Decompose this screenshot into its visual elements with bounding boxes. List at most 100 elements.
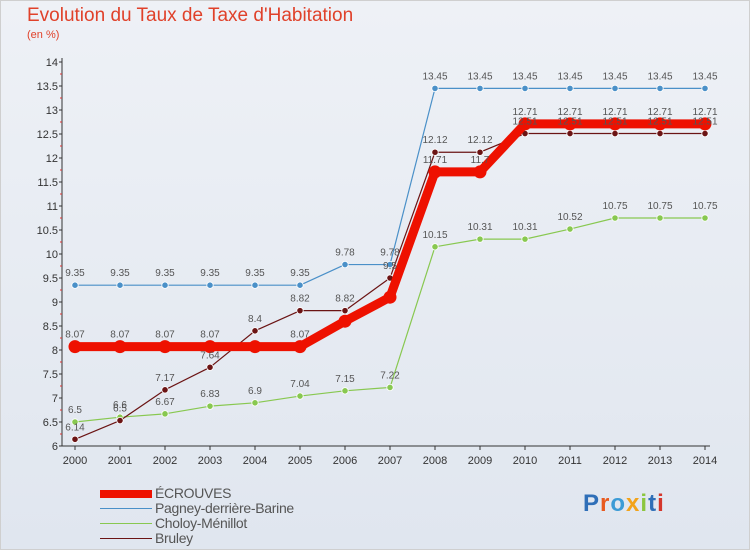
data-label-1: 13.45 (512, 71, 537, 82)
data-point-1 (296, 281, 304, 289)
data-point-2 (296, 392, 304, 400)
data-label-3: 7.64 (200, 350, 220, 361)
data-point-2 (701, 214, 709, 222)
proxiti-logo: Proxiti (583, 490, 665, 518)
data-label-2: 10.31 (467, 222, 492, 233)
data-point-1 (251, 281, 259, 289)
data-label-2: 6.6 (113, 400, 127, 411)
data-point-1 (566, 84, 574, 93)
data-point-2 (566, 225, 574, 233)
data-label-2: 6.83 (200, 389, 220, 400)
data-label-1: 9.35 (65, 268, 85, 279)
data-point-0 (698, 117, 712, 131)
data-label-0: 12.71 (647, 107, 672, 118)
data-point-2 (386, 383, 394, 392)
data-point-2 (521, 235, 529, 243)
legend-label-bruley: Bruley (155, 530, 193, 546)
data-point-0 (608, 117, 622, 131)
data-point-2 (251, 399, 259, 407)
data-label-2: 10.75 (602, 201, 627, 212)
y-tick-label: 10.5 (37, 225, 58, 237)
data-point-1 (206, 281, 214, 289)
data-label-1: 9.78 (335, 248, 355, 259)
chart-title: Evolution du Taux de Taxe d'Habitation (27, 5, 354, 26)
data-point-3 (206, 363, 214, 371)
data-label-0: 8.07 (110, 330, 130, 341)
data-label-1: 9.35 (110, 268, 130, 279)
data-point-0 (653, 117, 667, 131)
data-point-1 (431, 84, 439, 93)
data-point-1 (71, 281, 79, 289)
data-point-0 (113, 340, 127, 354)
data-point-0 (473, 165, 487, 179)
data-label-0: 8.07 (155, 330, 175, 341)
x-tick-label: 2004 (243, 455, 267, 467)
data-label-1: 13.45 (602, 71, 627, 82)
data-label-3: 12.51 (602, 117, 627, 128)
legend-swatch-ecrouves (100, 490, 152, 498)
data-label-2: 7.22 (380, 370, 400, 381)
data-label-3: 12.51 (692, 117, 717, 128)
data-point-1 (656, 84, 664, 93)
data-label-1: 13.45 (692, 71, 717, 82)
data-label-3: 12.51 (647, 117, 672, 128)
data-label-0: 8.07 (65, 330, 85, 341)
x-tick-label: 2012 (603, 455, 627, 467)
data-label-3: 8.4 (248, 314, 262, 325)
x-tick-label: 2001 (108, 455, 132, 467)
logo-letter: r (600, 490, 611, 517)
data-label-3: 9.5 (383, 261, 397, 272)
x-tick-label: 2014 (693, 455, 717, 467)
data-point-3 (251, 327, 259, 335)
data-point-0 (248, 340, 262, 354)
data-point-3 (611, 129, 619, 138)
data-point-1 (341, 260, 349, 269)
y-tick-label: 7 (52, 393, 58, 405)
legend-label-ecrouves: ÉCROUVES (155, 485, 232, 501)
data-point-0 (383, 290, 397, 304)
data-point-0 (428, 165, 442, 179)
x-tick-label: 2006 (333, 455, 357, 467)
data-label-2: 7.15 (335, 374, 355, 385)
data-label-1: 9.35 (290, 268, 310, 279)
data-point-3 (701, 129, 709, 138)
data-point-0 (203, 340, 217, 354)
data-label-3: 8.82 (335, 294, 355, 305)
data-point-2 (476, 235, 484, 243)
data-label-0: 11.7 (471, 155, 490, 166)
data-label-3: 7.17 (155, 373, 175, 384)
legend-item-ecrouves: ÉCROUVES (100, 485, 360, 501)
data-label-1: 13.45 (467, 71, 492, 82)
data-label-2: 10.15 (422, 230, 447, 241)
data-point-3 (71, 435, 79, 443)
data-point-0 (158, 340, 172, 354)
logo-letter: x (626, 490, 641, 517)
logo-letter: i (657, 490, 665, 517)
x-tick-label: 2002 (153, 455, 177, 467)
data-label-0: 11.71 (423, 155, 448, 166)
x-tick-label: 2000 (63, 455, 87, 467)
data-point-3 (566, 129, 574, 138)
legend-swatch-choloy (100, 523, 152, 524)
data-label-0: 12.71 (602, 107, 627, 118)
x-tick-label: 2007 (378, 455, 402, 467)
x-tick-label: 2010 (513, 455, 537, 467)
logo-letter: P (583, 490, 601, 517)
legend-item-bruley: Bruley (100, 530, 360, 546)
legend-item-choloy: Choloy-Ménillot (100, 515, 360, 531)
y-tick-label: 10 (46, 249, 58, 261)
data-point-1 (476, 84, 484, 93)
legend-label-choloy: Choloy-Ménillot (155, 515, 247, 531)
y-tick-label: 13 (46, 105, 58, 117)
data-label-3: 8.82 (290, 294, 310, 305)
data-label-0: 12.71 (512, 107, 537, 118)
y-tick-label: 8.5 (43, 321, 58, 333)
data-label-3: 12.51 (512, 117, 537, 128)
data-point-2 (206, 402, 214, 410)
data-label-2: 7.04 (290, 379, 310, 390)
data-point-2 (71, 418, 79, 426)
data-label-1: 13.45 (557, 71, 582, 82)
x-tick-label: 2008 (423, 455, 447, 467)
